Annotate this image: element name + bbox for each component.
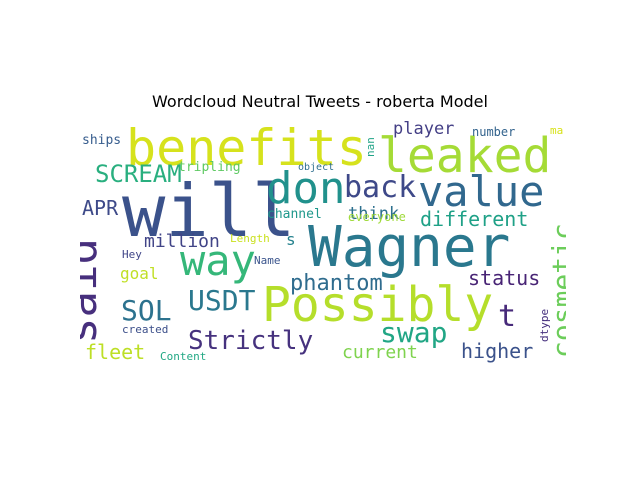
word-current: current <box>342 342 418 363</box>
word-said: said <box>80 238 107 344</box>
word-way: way <box>180 236 256 285</box>
word-million: million <box>144 231 220 252</box>
word-usdt: USDT <box>188 284 256 317</box>
word-everyone: everyone <box>348 210 406 224</box>
word-player: player <box>393 120 454 139</box>
word-s: s <box>286 230 296 249</box>
word-goal: goal <box>120 264 159 283</box>
word-back: back <box>344 170 416 205</box>
word-higher: higher <box>461 339 533 363</box>
word-content: Content <box>160 350 206 363</box>
word-object: object <box>298 162 334 173</box>
word-different: different <box>420 207 528 231</box>
figure-title: Wordcloud Neutral Tweets - roberta Model <box>152 92 488 111</box>
word-dtype: dtype <box>538 309 551 342</box>
word-wagner: Wagner <box>308 215 510 280</box>
word-don: don <box>266 163 345 214</box>
word-cloud: Wagner will benefits Possibly leaked value sai… <box>80 120 566 364</box>
word-fleet: fleet <box>85 340 145 364</box>
word-benefits: benefits <box>126 120 367 177</box>
word-leaked: leaked <box>378 128 551 184</box>
word-created: created <box>122 323 168 336</box>
word-value: value <box>418 167 544 216</box>
word-apr: APR <box>82 196 119 220</box>
word-number: number <box>472 125 515 139</box>
word-sol: SOL <box>121 294 172 327</box>
word-think: think <box>348 204 399 224</box>
word-swap: swap <box>380 316 447 349</box>
word-nan: nan <box>364 137 377 157</box>
word-t: t <box>498 299 516 334</box>
word-status: status <box>468 266 540 290</box>
word-possibly: Possibly <box>262 277 493 333</box>
word-name: Name <box>254 254 281 267</box>
word-length: Length <box>230 232 270 245</box>
word-scream: SCREAM <box>95 160 182 188</box>
word-ships: ships <box>82 133 121 148</box>
word-will: will <box>122 169 295 253</box>
word-tripling: tripling <box>178 160 241 175</box>
word-cosmetic: cosmetic <box>546 223 566 358</box>
word-hey: Hey <box>122 248 142 261</box>
word-strictly: Strictly <box>188 326 313 356</box>
word-ma: ma <box>550 124 563 137</box>
word-channel: channel <box>267 207 322 222</box>
word-phantom: phantom <box>290 271 383 296</box>
